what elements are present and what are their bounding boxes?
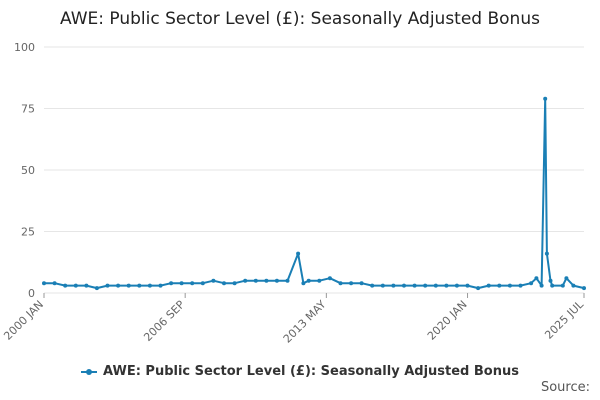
data-point-14 <box>190 281 195 286</box>
data-point-50 <box>543 96 548 101</box>
x-tick-label-0: 2000 JAN <box>1 298 46 343</box>
chart-title: AWE: Public Sector Level (£): Seasonally… <box>60 9 540 29</box>
data-point-4 <box>84 283 89 288</box>
data-point-40 <box>454 283 459 288</box>
series-line-group <box>42 96 586 291</box>
data-point-53 <box>550 283 555 288</box>
data-point-5 <box>94 286 99 291</box>
data-point-18 <box>232 281 237 286</box>
y-tick-label-0: 0 <box>28 287 35 300</box>
series-line-0 <box>44 97 585 290</box>
data-point-41 <box>465 283 470 288</box>
data-point-17 <box>222 281 226 286</box>
data-point-52 <box>548 278 553 283</box>
data-point-46 <box>518 283 523 288</box>
data-point-45 <box>507 283 512 288</box>
data-point-49 <box>539 283 544 288</box>
x-tick-label-3: 2020 JAN <box>425 298 470 343</box>
data-point-57 <box>582 286 586 291</box>
data-point-35 <box>402 283 406 288</box>
data-point-56 <box>571 283 576 288</box>
data-point-8 <box>126 283 131 288</box>
y-tick-label-50: 50 <box>21 164 35 177</box>
data-point-34 <box>391 283 396 288</box>
y-tick-label-25: 25 <box>21 226 35 239</box>
data-point-2 <box>63 283 68 288</box>
data-point-13 <box>179 281 184 286</box>
data-point-3 <box>73 283 78 288</box>
data-point-32 <box>370 283 375 288</box>
data-point-47 <box>529 281 534 286</box>
data-point-0 <box>42 281 46 286</box>
data-point-33 <box>380 283 385 288</box>
data-point-38 <box>433 283 438 288</box>
data-point-39 <box>444 283 449 288</box>
data-point-43 <box>486 283 491 288</box>
x-tick-label-4: 2025 JUL <box>542 297 586 341</box>
data-point-36 <box>412 283 417 288</box>
data-point-6 <box>105 283 110 288</box>
legend[interactable]: AWE: Public Sector Level (£): Seasonally… <box>0 364 600 379</box>
data-point-51 <box>544 251 549 256</box>
y-tick-label-75: 75 <box>21 103 35 116</box>
data-point-7 <box>116 283 121 288</box>
x-tick-label-1: 2006 SEP <box>141 298 187 344</box>
grid-lines <box>44 46 584 294</box>
data-point-31 <box>359 281 364 286</box>
y-axis: 0 25 50 75 100 <box>14 41 35 300</box>
data-point-11 <box>158 283 163 288</box>
data-point-12 <box>169 281 174 286</box>
data-point-21 <box>264 278 269 283</box>
data-point-20 <box>253 278 258 283</box>
data-point-27 <box>317 278 322 283</box>
data-point-48 <box>534 276 539 281</box>
data-point-30 <box>349 281 354 286</box>
data-point-28 <box>327 276 332 281</box>
data-point-23 <box>285 278 290 283</box>
data-point-24 <box>296 251 301 256</box>
legend-label: AWE: Public Sector Level (£): Seasonally… <box>103 364 519 379</box>
x-axis: 2000 JAN 2006 SEP 2013 MAY 2020 JAN 2025 JUL <box>1 293 587 346</box>
data-point-54 <box>560 283 565 288</box>
data-point-29 <box>338 281 343 286</box>
x-tick-label-2: 2013 MAY <box>281 298 329 346</box>
data-point-37 <box>423 283 428 288</box>
data-point-26 <box>306 278 311 283</box>
y-tick-label-100: 100 <box>14 41 35 54</box>
data-point-10 <box>147 283 152 288</box>
source-label: Source: <box>540 380 590 395</box>
data-point-1 <box>52 281 57 286</box>
data-point-22 <box>274 278 279 283</box>
data-point-55 <box>564 276 569 281</box>
data-point-15 <box>200 281 205 286</box>
data-point-19 <box>243 278 248 283</box>
data-point-9 <box>137 283 142 288</box>
legend-swatch-icon <box>81 368 97 375</box>
data-point-44 <box>497 283 502 288</box>
data-point-25 <box>301 281 306 286</box>
data-point-16 <box>211 278 216 283</box>
data-point-42 <box>476 286 481 291</box>
